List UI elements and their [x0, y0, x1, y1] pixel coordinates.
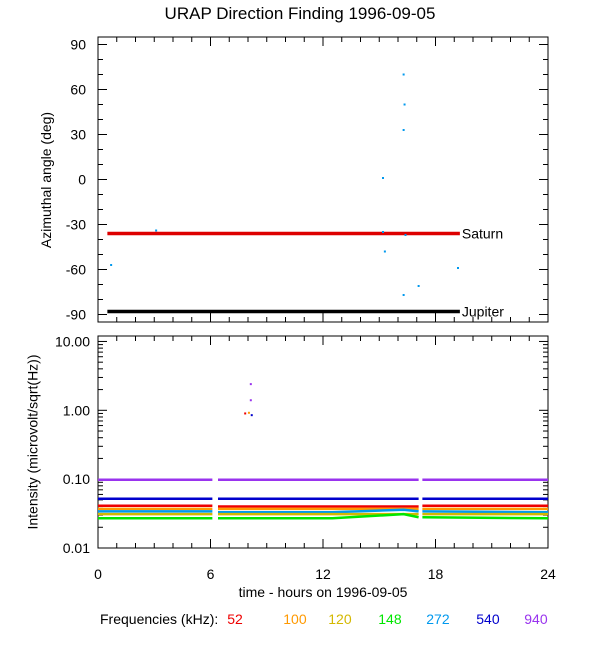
y-tick-label: 90	[70, 37, 86, 53]
data-point	[402, 73, 405, 76]
data-point	[402, 129, 405, 131]
y-tick-label: 0	[78, 172, 86, 188]
legend-item-940: 940	[524, 611, 548, 627]
x-tick-label: 18	[428, 566, 444, 582]
data-point	[403, 103, 406, 106]
y-tick-label: -60	[66, 262, 86, 278]
data-point	[402, 294, 405, 296]
y-tick-label: 60	[70, 82, 86, 98]
azimuth-panel: 90 60 30 0 -30 -60 -90 Saturn Jupiter	[66, 36, 549, 323]
y-tick-label: 10.00	[55, 333, 90, 349]
y-tick-label: 1.00	[63, 402, 90, 418]
data-point	[404, 234, 407, 236]
data-point	[382, 231, 384, 233]
y-tick-label: 30	[70, 127, 86, 143]
data-point	[250, 414, 253, 417]
series-line-272	[422, 510, 549, 514]
intensity-panel: 10.00 1.00 0.10 0.010 6 12 18 24	[55, 333, 556, 582]
legend-title: Frequencies (kHz):	[100, 611, 219, 627]
series-line-148	[218, 512, 419, 520]
y-tick-label: -90	[66, 307, 86, 323]
data-point	[155, 229, 158, 232]
series-line-148	[422, 515, 549, 520]
legend-item-540: 540	[476, 611, 500, 627]
y-tick-label: -30	[66, 217, 86, 233]
reference-label-saturn: Saturn	[462, 226, 503, 242]
data-point	[249, 399, 252, 402]
legend-item-272: 272	[426, 611, 450, 627]
x-tick-label: 12	[315, 566, 331, 582]
legend-item-100: 100	[283, 611, 307, 627]
data-point	[247, 411, 250, 414]
x-axis-label: time - hours on 1996-09-05	[238, 584, 408, 600]
legend-item-148: 148	[378, 611, 402, 627]
data-point	[110, 264, 113, 266]
intensity-axis-label: Intensity (microvolt/sqrt(Hz))	[24, 354, 41, 530]
data-point	[382, 177, 384, 179]
x-tick-label: 0	[94, 566, 102, 582]
y-tick-label: 0.01	[63, 540, 90, 556]
azimuth-axis-label: Azimuthal angle (deg)	[38, 111, 55, 249]
azimuth-plot-frame	[97, 36, 549, 323]
data-point	[244, 412, 247, 415]
x-tick-label: 24	[540, 566, 556, 582]
data-point	[383, 250, 386, 253]
legend-item-120: 120	[328, 611, 352, 627]
legend-item-52: 52	[227, 611, 243, 627]
series-line-272	[218, 508, 419, 514]
data-point	[417, 285, 420, 287]
y-tick-label: 0.10	[63, 471, 90, 487]
reference-label-jupiter: Jupiter	[462, 304, 504, 320]
chart-title: URAP Direction Finding 1996-09-05	[164, 4, 436, 23]
data-point	[249, 383, 252, 386]
data-point	[457, 267, 459, 269]
intensity-plot-frame	[97, 335, 549, 549]
x-tick-label: 6	[207, 566, 215, 582]
frequency-legend: Frequencies (kHz): 52 100 120 148 272 540 940	[100, 611, 548, 627]
